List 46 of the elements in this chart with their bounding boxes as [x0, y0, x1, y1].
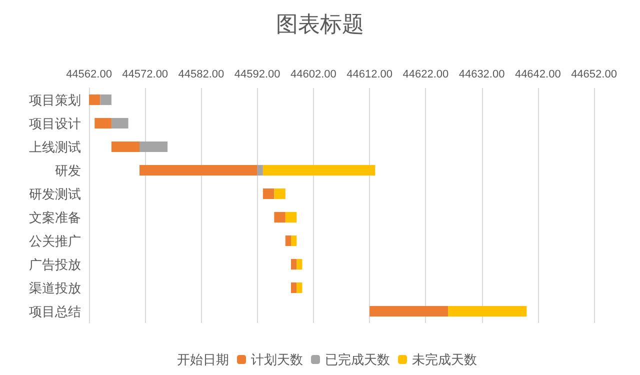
bar — [111, 141, 140, 152]
bar — [274, 188, 286, 200]
bar — [94, 118, 112, 129]
y-tick-label: 项目设计 — [29, 116, 81, 131]
bar — [296, 282, 302, 294]
bar — [89, 94, 100, 106]
x-tick-label: 44562.00 — [66, 68, 112, 80]
y-tick-label: 公关推广 — [29, 233, 81, 248]
legend-label: 已完成天数 — [325, 352, 390, 367]
bar — [140, 141, 168, 152]
y-tick-label: 渠道投放 — [29, 280, 81, 296]
bar — [140, 164, 258, 176]
bar — [448, 306, 527, 317]
bar — [262, 188, 274, 200]
x-tick-label: 44572.00 — [122, 68, 168, 80]
y-tick-label: 研发 — [55, 162, 81, 178]
chart-title: 图表标题 — [276, 12, 364, 36]
bar — [257, 164, 263, 176]
y-tick-label: 项目策划 — [29, 92, 81, 108]
x-tick-label: 44622.00 — [402, 68, 449, 80]
y-tick-label: 文案准备 — [29, 210, 81, 225]
bar — [285, 212, 297, 223]
bar — [111, 118, 128, 129]
bar — [291, 282, 297, 294]
x-tick-label: 44602.00 — [290, 68, 336, 80]
x-tick-label: 44652.00 — [571, 68, 617, 80]
y-tick-label: 研发测试 — [29, 186, 81, 202]
x-tick-label: 44642.00 — [514, 68, 561, 80]
bar — [285, 235, 291, 246]
legend-label: 计划天数 — [251, 352, 303, 367]
bar — [274, 212, 286, 223]
x-tick-label: 44612.00 — [346, 68, 392, 80]
legend-label: 未完成天数 — [412, 352, 477, 367]
bar — [100, 94, 112, 106]
bar — [291, 235, 297, 246]
x-tick-label: 44592.00 — [234, 68, 280, 80]
x-tick-label: 44582.00 — [178, 68, 224, 80]
bar — [370, 306, 448, 317]
bar — [262, 164, 376, 176]
x-tick-label: 44632.00 — [458, 68, 505, 80]
y-tick-label: 上线测试 — [29, 139, 81, 154]
y-tick-label: 广告投放 — [29, 256, 81, 272]
text: 开始日期 — [177, 352, 229, 367]
bar — [296, 258, 302, 270]
y-tick-label: 项目总结 — [29, 304, 81, 319]
bar — [291, 258, 297, 270]
